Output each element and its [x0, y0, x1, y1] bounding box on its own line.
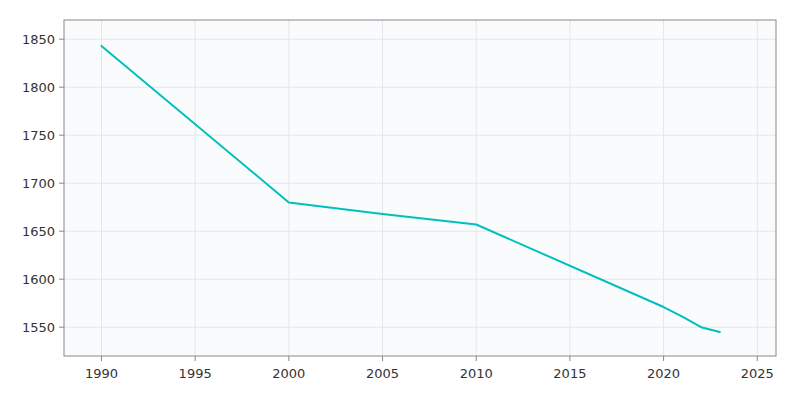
y-grid-line	[64, 135, 776, 136]
x-tick-label: 1995	[179, 366, 212, 381]
plot-background	[64, 20, 776, 356]
y-tick-label: 1700	[22, 176, 55, 191]
x-tick	[569, 356, 570, 361]
y-tick-label: 1750	[22, 128, 55, 143]
series	[101, 46, 719, 332]
y-grid-line	[64, 87, 776, 88]
y-tick	[59, 87, 64, 88]
x-tick-label: 2015	[553, 366, 586, 381]
x-tick-label: 2005	[366, 366, 399, 381]
x-grid-line	[757, 20, 758, 356]
y-grid-line	[64, 39, 776, 40]
x-tick	[101, 356, 102, 361]
x-tick	[757, 356, 758, 361]
y-grid-line	[64, 183, 776, 184]
y-tick-label: 1850	[22, 32, 55, 47]
x-tick	[382, 356, 383, 361]
y-tick-label: 1800	[22, 80, 55, 95]
x-tick-label: 1990	[85, 366, 118, 381]
y-grid-line	[64, 231, 776, 232]
y-tick	[59, 135, 64, 136]
y-grid-line	[64, 279, 776, 280]
x-tick-label: 2020	[647, 366, 680, 381]
y-tick-label: 1550	[22, 320, 55, 335]
x-tick	[288, 356, 289, 361]
axes: 1990 1995 2000 2005 2010 2015 2020 2025 1550 1600…	[22, 32, 774, 381]
x-tick	[476, 356, 477, 361]
x-grid-line	[569, 20, 570, 356]
plot-frame	[64, 20, 776, 356]
x-grid-line	[476, 20, 477, 356]
x-tick-label: 2000	[272, 366, 305, 381]
x-grid-line	[663, 20, 664, 356]
x-tick-label: 2010	[460, 366, 493, 381]
y-tick	[59, 279, 64, 280]
x-grid-line	[382, 20, 383, 356]
x-grid-line	[195, 20, 196, 356]
y-grid-line	[64, 327, 776, 328]
x-tick-label: 2025	[741, 366, 774, 381]
y-tick-label: 1600	[22, 272, 55, 287]
page: {"chart_data": {"type": "line", "x": [19…	[0, 0, 800, 400]
y-tick	[59, 39, 64, 40]
x-grid-line	[288, 20, 289, 356]
y-tick	[59, 327, 64, 328]
y-tick	[59, 183, 64, 184]
y-tick	[59, 231, 64, 232]
grid	[64, 20, 776, 356]
line	[101, 46, 719, 332]
chart: 1990 1995 2000 2005 2010 2015 2020 2025 1550 1600…	[0, 0, 800, 400]
y-tick-label: 1650	[22, 224, 55, 239]
x-tick	[195, 356, 196, 361]
chart-container: 1990 1995 2000 2005 2010 2015 2020 2025 1550 1600…	[0, 0, 800, 400]
x-grid-line	[101, 20, 102, 356]
x-tick	[663, 356, 664, 361]
